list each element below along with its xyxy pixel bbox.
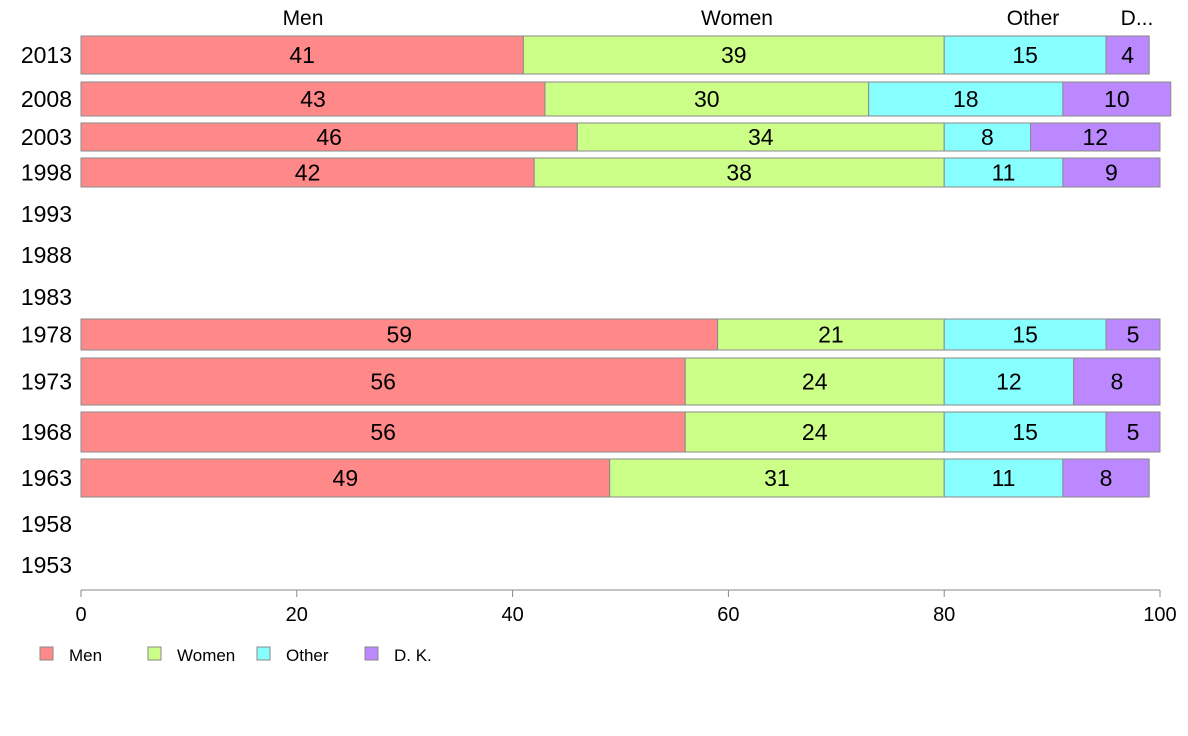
stacked-bar-chart: MenWomenOtherD... 2013200820031998199319… xyxy=(0,0,1188,736)
legend-swatch xyxy=(365,647,378,660)
bar-value-label: 34 xyxy=(748,124,774,150)
bar-value-label: 59 xyxy=(387,322,413,348)
bar-value-label: 12 xyxy=(996,369,1022,395)
year-label: 1988 xyxy=(21,242,72,268)
year-label: 1978 xyxy=(21,322,72,348)
x-axis-tick-label: 40 xyxy=(501,604,523,626)
bar-value-label: 49 xyxy=(333,465,359,491)
bar-value-label: 11 xyxy=(992,465,1016,491)
bar-value-label: 42 xyxy=(295,160,321,186)
year-label: 1973 xyxy=(21,369,72,395)
bar-segments: 41 39 15 4 43 30 18 10 46 34 8 12 42 38 11 9 59 21 15 5 56 24… xyxy=(81,36,1171,497)
bar-value-label: 15 xyxy=(1012,419,1038,445)
bar-value-label: 12 xyxy=(1082,124,1108,150)
x-axis-tick-label: 80 xyxy=(933,604,955,626)
year-label: 1983 xyxy=(21,284,72,310)
x-axis-tick-label: 0 xyxy=(75,604,86,626)
bar-value-label: 24 xyxy=(802,369,828,395)
legend-label: D. K. xyxy=(394,646,432,665)
bar-value-label: 8 xyxy=(981,124,994,150)
bar-value-label: 43 xyxy=(300,86,326,112)
bar-value-label: 46 xyxy=(316,124,342,150)
bar-value-label: 5 xyxy=(1127,419,1140,445)
bar-value-label: 56 xyxy=(370,369,396,395)
segment-header-label: Other xyxy=(1007,7,1060,30)
bar-value-label: 30 xyxy=(694,86,720,112)
bar-value-label: 10 xyxy=(1104,86,1130,112)
legend-swatch xyxy=(40,647,53,660)
segment-header-label: Men xyxy=(283,7,324,30)
year-label: 1998 xyxy=(21,160,72,186)
bar-value-label: 24 xyxy=(802,419,828,445)
bar-value-label: 4 xyxy=(1121,42,1134,68)
legend-swatch xyxy=(257,647,270,660)
bar-value-label: 11 xyxy=(992,160,1016,186)
bar-value-label: 38 xyxy=(726,160,752,186)
year-label: 2003 xyxy=(21,124,72,150)
bar-value-label: 15 xyxy=(1012,42,1038,68)
x-axis-tick-label: 20 xyxy=(286,604,308,626)
legend-swatch xyxy=(148,647,161,660)
bar-value-label: 56 xyxy=(370,419,396,445)
segment-header-label: D... xyxy=(1121,7,1154,30)
bar-value-label: 8 xyxy=(1100,465,1113,491)
year-label: 1953 xyxy=(21,552,72,578)
year-label: 2008 xyxy=(21,86,72,112)
bar-value-label: 21 xyxy=(818,322,844,348)
bar-value-label: 9 xyxy=(1105,160,1118,186)
bar-value-label: 8 xyxy=(1110,369,1123,395)
legend-label: Other xyxy=(286,646,329,665)
bar-value-label: 5 xyxy=(1127,322,1140,348)
year-label: 1963 xyxy=(21,465,72,491)
y-axis-tick-labels: 2013 2008 2003 1998 1993 1988 1983 1978 1973 1968… xyxy=(21,42,72,578)
bar-value-label: 15 xyxy=(1012,322,1038,348)
segment-header-labels: Men Women Other D... xyxy=(283,7,1154,30)
year-label: 1958 xyxy=(21,511,72,537)
year-label: 1993 xyxy=(21,201,72,227)
bar-value-label: 39 xyxy=(721,42,747,68)
year-label: 1968 xyxy=(21,419,72,445)
bar-value-label: 31 xyxy=(764,465,790,491)
bar-value-label: 18 xyxy=(953,86,979,112)
x-axis: 0 20 40 60 80 100 xyxy=(75,590,1176,626)
legend: Men Women Other D. K. xyxy=(40,646,432,665)
x-axis-tick-label: 100 xyxy=(1143,604,1176,626)
segment-header-label: Women xyxy=(701,7,773,30)
year-label: 2013 xyxy=(21,42,72,68)
x-axis-tick-label: 60 xyxy=(717,604,739,626)
legend-label: Men xyxy=(69,646,102,665)
bar-value-label: 41 xyxy=(289,42,315,68)
legend-label: Women xyxy=(177,646,235,665)
